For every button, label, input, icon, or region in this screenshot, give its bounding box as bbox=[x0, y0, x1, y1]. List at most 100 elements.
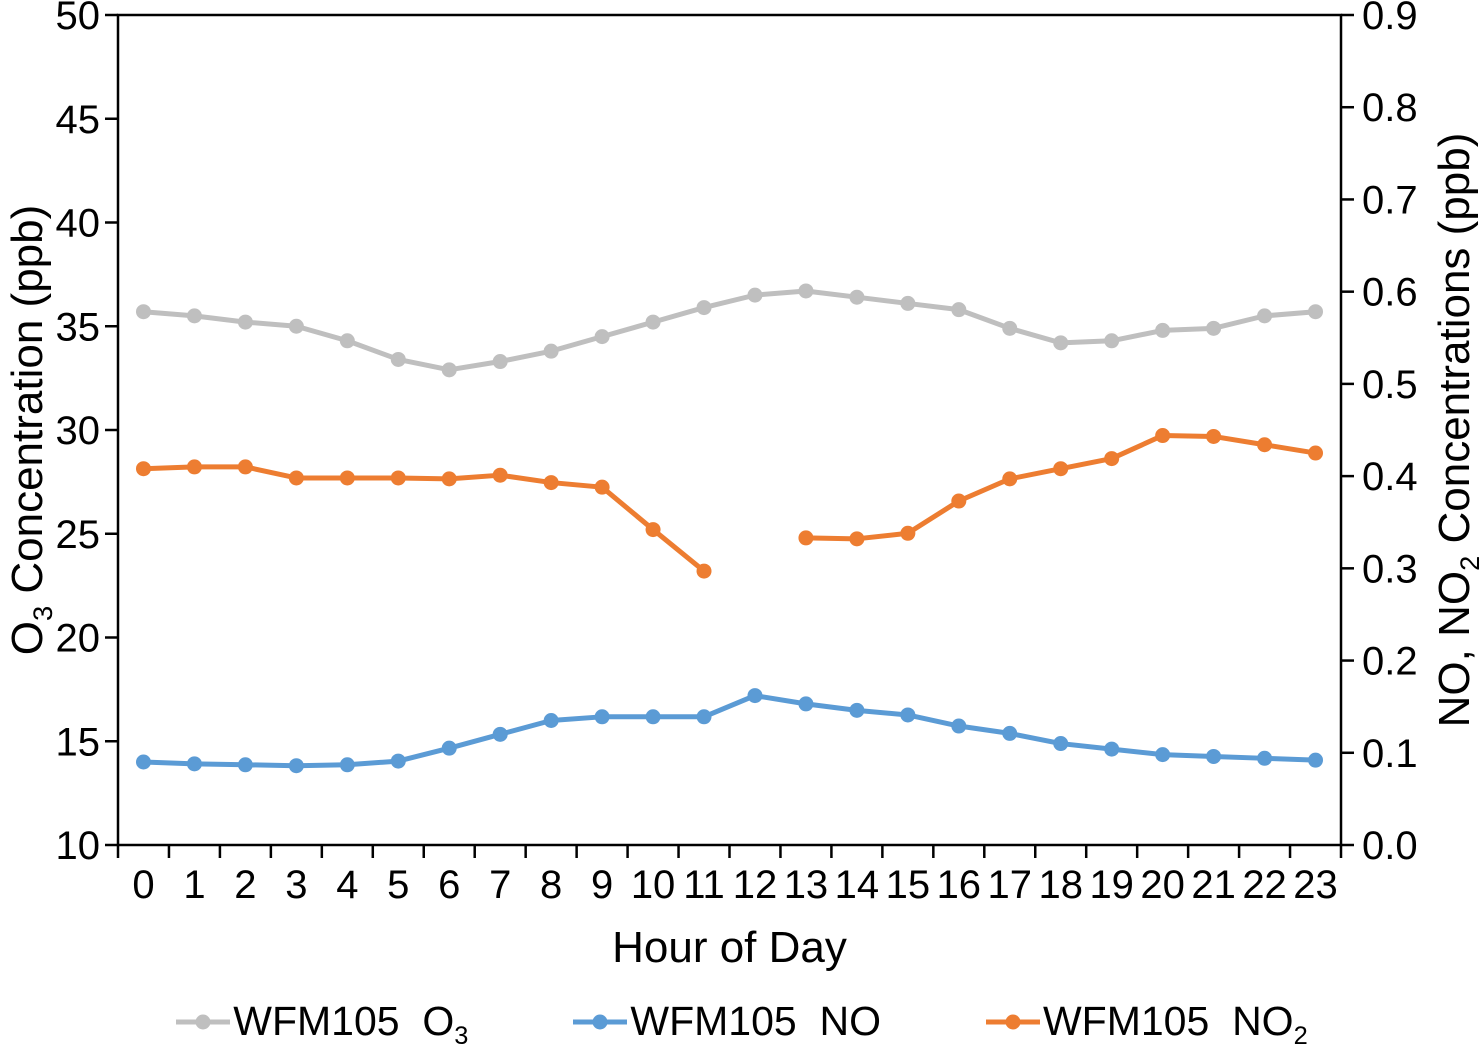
series-point bbox=[1104, 741, 1120, 757]
series-point bbox=[1206, 748, 1222, 764]
series-point bbox=[594, 329, 610, 345]
x-axis-tick-label: 21 bbox=[1191, 863, 1236, 907]
series-point bbox=[288, 758, 304, 774]
x-axis-tick-label: 17 bbox=[988, 863, 1033, 907]
left-axis-tick-label: 15 bbox=[56, 720, 101, 764]
x-axis-tick-label: 12 bbox=[733, 863, 778, 907]
series-line-1 bbox=[140, 288, 1319, 373]
x-axis-tick-label: 11 bbox=[683, 863, 725, 907]
series-point bbox=[1257, 750, 1273, 766]
series-point bbox=[645, 522, 661, 538]
series-point bbox=[186, 308, 202, 324]
series-point bbox=[441, 362, 457, 378]
series-point bbox=[441, 471, 457, 487]
plot-border bbox=[116, 13, 1343, 847]
series-point bbox=[951, 718, 967, 734]
x-axis-tick-label: 5 bbox=[387, 863, 409, 907]
series-point bbox=[1257, 437, 1273, 453]
series-point bbox=[1053, 335, 1069, 351]
series-line-3 bbox=[140, 464, 707, 574]
series-point bbox=[900, 295, 916, 311]
x-axis-tick-label: 16 bbox=[937, 863, 982, 907]
x-axis-tick-label: 9 bbox=[591, 863, 613, 907]
x-axis-tick-label: 2 bbox=[234, 863, 256, 907]
series-point bbox=[288, 318, 304, 334]
legend-item-label: WFM105 NO bbox=[630, 998, 881, 1044]
series-point bbox=[390, 351, 406, 367]
right-axis-tick-label: 0.6 bbox=[1362, 271, 1418, 315]
series-point bbox=[594, 709, 610, 725]
x-axis-tick-label: 22 bbox=[1242, 863, 1287, 907]
series-point bbox=[849, 702, 865, 718]
series-point bbox=[1206, 428, 1222, 444]
right-axis-tick-label: 0.0 bbox=[1362, 824, 1418, 868]
series-point bbox=[441, 740, 457, 756]
series-point bbox=[237, 459, 253, 475]
x-axis-tick-label: 6 bbox=[438, 863, 460, 907]
series-point bbox=[747, 688, 763, 704]
legend-item: WFM105 NO2 bbox=[985, 998, 1308, 1051]
right-axis-tick-label: 0.1 bbox=[1362, 732, 1418, 776]
legend-item: WFM105 O3 bbox=[175, 998, 469, 1051]
series-point bbox=[951, 493, 967, 509]
series-point bbox=[237, 757, 253, 773]
series-point bbox=[492, 354, 508, 370]
series-point bbox=[696, 709, 712, 725]
series-point bbox=[135, 754, 151, 770]
right-axis-tick-label: 0.2 bbox=[1362, 640, 1418, 684]
series-point bbox=[186, 756, 202, 772]
x-axis-tick-label: 4 bbox=[336, 863, 358, 907]
x-axis-tick-label: 3 bbox=[285, 863, 307, 907]
x-axis-tick-label: 20 bbox=[1140, 863, 1185, 907]
series-point bbox=[900, 525, 916, 541]
legend-item-label: WFM105 O3 bbox=[233, 998, 469, 1051]
series-point bbox=[900, 707, 916, 723]
series-point bbox=[543, 343, 559, 359]
right-axis-tick-label: 0.5 bbox=[1362, 363, 1418, 407]
left-axis-tick-label: 25 bbox=[56, 513, 101, 557]
series-point bbox=[186, 459, 202, 475]
series-point bbox=[1308, 445, 1324, 461]
x-axis-tick-label: 1 bbox=[183, 863, 205, 907]
series-point bbox=[492, 726, 508, 742]
right-axis-tick-label: 0.9 bbox=[1362, 0, 1418, 38]
series-point bbox=[339, 470, 355, 486]
right-axis-tick-label: 0.3 bbox=[1362, 547, 1418, 591]
series-point bbox=[645, 314, 661, 330]
series-point bbox=[1104, 333, 1120, 349]
series-point bbox=[849, 531, 865, 547]
right-axis-tick-label: 0.8 bbox=[1362, 86, 1418, 130]
series-point bbox=[492, 467, 508, 483]
series-point bbox=[1155, 747, 1171, 763]
right-axis-tick-label: 0.7 bbox=[1362, 178, 1418, 222]
left-y-axis-title: O3 Concentration (ppb) bbox=[3, 204, 58, 656]
series-point bbox=[1308, 304, 1324, 320]
left-axis-tick-label: 45 bbox=[56, 98, 101, 142]
series-point bbox=[696, 563, 712, 579]
left-axis-tick-label: 10 bbox=[56, 824, 101, 868]
series-point bbox=[543, 475, 559, 491]
legend-marker-icon bbox=[573, 1014, 628, 1029]
series-point bbox=[1053, 461, 1069, 477]
series-point bbox=[237, 314, 253, 330]
x-axis-tick-label: 15 bbox=[886, 863, 931, 907]
left-axis-tick-label: 35 bbox=[56, 305, 101, 349]
x-axis-tick-label: 13 bbox=[784, 863, 829, 907]
x-axis-tick-label: 18 bbox=[1038, 863, 1083, 907]
series-point bbox=[543, 713, 559, 728]
series-point bbox=[1002, 725, 1018, 741]
series-point bbox=[339, 333, 355, 349]
x-axis-tick-label: 23 bbox=[1293, 863, 1338, 907]
series-line-2 bbox=[140, 693, 1319, 769]
series-point bbox=[1053, 736, 1069, 752]
series-point bbox=[390, 753, 406, 769]
x-axis-tick-label: 14 bbox=[835, 863, 880, 907]
series-point bbox=[1206, 320, 1222, 336]
legend-item-label: WFM105 NO2 bbox=[1042, 998, 1308, 1051]
series-point bbox=[1257, 308, 1273, 324]
series-point bbox=[135, 304, 151, 320]
series-point bbox=[798, 696, 814, 712]
legend-marker-icon bbox=[176, 1014, 231, 1029]
